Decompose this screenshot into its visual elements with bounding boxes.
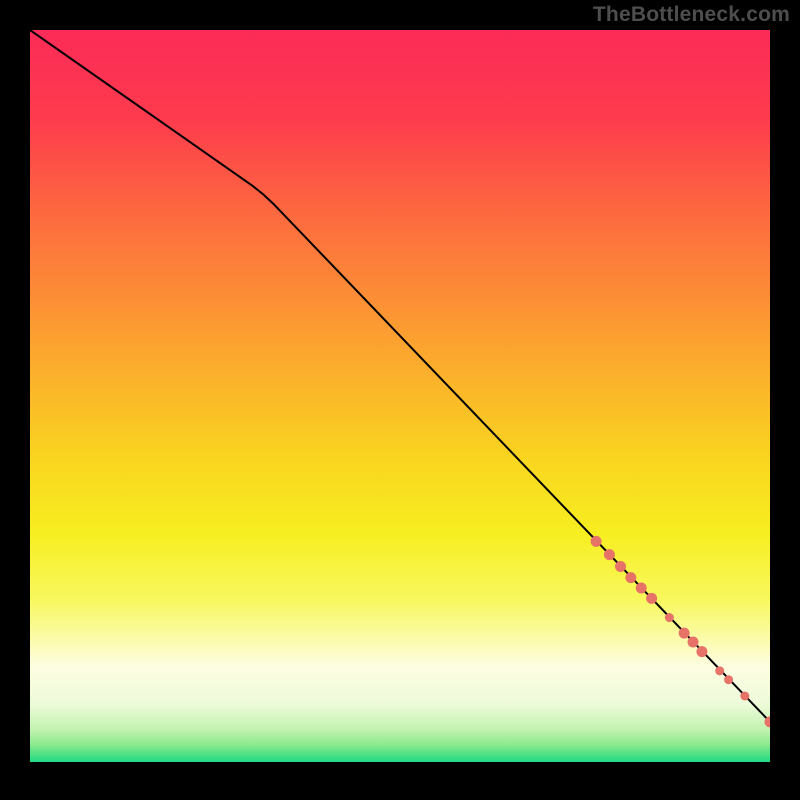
data-point	[725, 676, 733, 684]
data-point	[591, 536, 601, 546]
plot-area	[30, 30, 770, 770]
chart-frame: TheBottleneck.com	[0, 0, 800, 800]
data-point	[616, 562, 626, 572]
data-point	[626, 573, 636, 583]
gradient-background	[30, 30, 770, 770]
data-point	[679, 628, 689, 638]
bottom-band	[30, 762, 770, 770]
data-point	[647, 593, 657, 603]
watermark-text: TheBottleneck.com	[593, 3, 790, 27]
chart-svg	[30, 30, 770, 770]
data-point	[716, 667, 724, 675]
data-point	[688, 637, 698, 647]
data-point	[604, 550, 614, 560]
data-point	[665, 614, 673, 622]
data-point	[636, 583, 646, 593]
data-point	[741, 692, 749, 700]
data-point	[697, 647, 707, 657]
